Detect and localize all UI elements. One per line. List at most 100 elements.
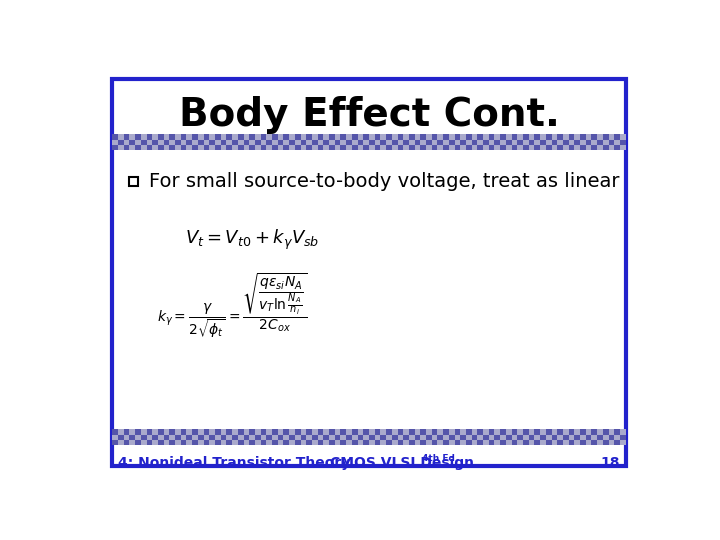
Bar	[495, 139, 500, 145]
Bar	[489, 429, 495, 435]
Bar	[420, 440, 426, 445]
Bar	[323, 139, 329, 145]
Bar	[192, 440, 198, 445]
Bar	[335, 429, 341, 435]
Bar	[186, 429, 192, 435]
Bar	[238, 429, 243, 435]
Bar	[374, 134, 380, 139]
Bar	[575, 429, 580, 435]
Bar	[386, 429, 392, 435]
Bar	[341, 134, 346, 139]
Bar	[364, 139, 369, 145]
Bar	[163, 145, 169, 150]
Bar	[495, 145, 500, 150]
Bar	[512, 429, 517, 435]
Bar	[152, 429, 158, 435]
Bar	[438, 435, 443, 440]
Bar	[454, 134, 460, 139]
Bar	[221, 134, 226, 139]
Bar	[249, 145, 255, 150]
Bar	[243, 145, 249, 150]
Bar	[135, 440, 141, 445]
Bar	[540, 440, 546, 445]
Bar	[346, 440, 352, 445]
Bar	[135, 429, 141, 435]
Bar	[141, 145, 147, 150]
Bar	[523, 134, 528, 139]
Bar	[569, 435, 575, 440]
Bar	[335, 134, 341, 139]
Bar	[546, 429, 552, 435]
Bar	[141, 435, 147, 440]
Bar	[374, 139, 380, 145]
Bar	[272, 145, 278, 150]
Bar	[552, 145, 557, 150]
Bar	[198, 435, 204, 440]
Bar	[569, 145, 575, 150]
Bar	[163, 435, 169, 440]
Bar	[323, 429, 329, 435]
Text: $V_t = V_{t0} + k_{\gamma}V_{sb}$: $V_t = V_{t0} + k_{\gamma}V_{sb}$	[185, 227, 319, 252]
Bar	[147, 435, 152, 440]
Bar	[312, 139, 318, 145]
Bar	[534, 139, 540, 145]
Bar	[472, 139, 477, 145]
Bar	[152, 145, 158, 150]
Bar	[141, 139, 147, 145]
Bar	[466, 139, 472, 145]
Bar	[243, 435, 249, 440]
Bar	[364, 429, 369, 435]
Bar	[272, 440, 278, 445]
Bar	[169, 139, 175, 145]
Bar	[489, 440, 495, 445]
Bar	[466, 145, 472, 150]
Bar	[306, 134, 312, 139]
Bar	[620, 435, 626, 440]
Bar	[346, 139, 352, 145]
Bar	[557, 134, 563, 139]
Bar	[306, 429, 312, 435]
Bar	[500, 429, 506, 435]
Bar	[569, 429, 575, 435]
Bar	[226, 429, 232, 435]
Bar	[449, 145, 454, 150]
Bar	[147, 429, 152, 435]
Bar	[192, 145, 198, 150]
Bar	[506, 134, 512, 139]
Bar	[443, 145, 449, 150]
Bar	[523, 139, 528, 145]
Bar	[152, 139, 158, 145]
Bar	[124, 440, 130, 445]
Bar	[557, 145, 563, 150]
Bar	[163, 440, 169, 445]
Bar	[380, 440, 386, 445]
Bar	[158, 435, 163, 440]
Bar	[608, 435, 614, 440]
Bar	[221, 139, 226, 145]
Bar	[380, 429, 386, 435]
Bar	[523, 429, 528, 435]
Bar	[580, 429, 586, 435]
Bar	[614, 139, 620, 145]
Bar	[563, 435, 569, 440]
Bar	[426, 139, 432, 145]
Bar	[221, 440, 226, 445]
Bar	[124, 435, 130, 440]
Bar	[198, 139, 204, 145]
Bar	[489, 435, 495, 440]
Text: 18: 18	[600, 456, 620, 470]
Bar	[569, 134, 575, 139]
Bar	[403, 139, 409, 145]
Bar	[523, 440, 528, 445]
Text: For small source-to-body voltage, treat as linear: For small source-to-body voltage, treat …	[150, 172, 620, 191]
Bar	[158, 134, 163, 139]
Bar	[266, 134, 272, 139]
Bar	[323, 435, 329, 440]
Bar	[409, 134, 415, 139]
Bar	[426, 134, 432, 139]
Bar	[118, 440, 124, 445]
Bar	[341, 139, 346, 145]
Bar	[506, 429, 512, 435]
Bar	[352, 435, 358, 440]
Bar	[204, 134, 210, 139]
